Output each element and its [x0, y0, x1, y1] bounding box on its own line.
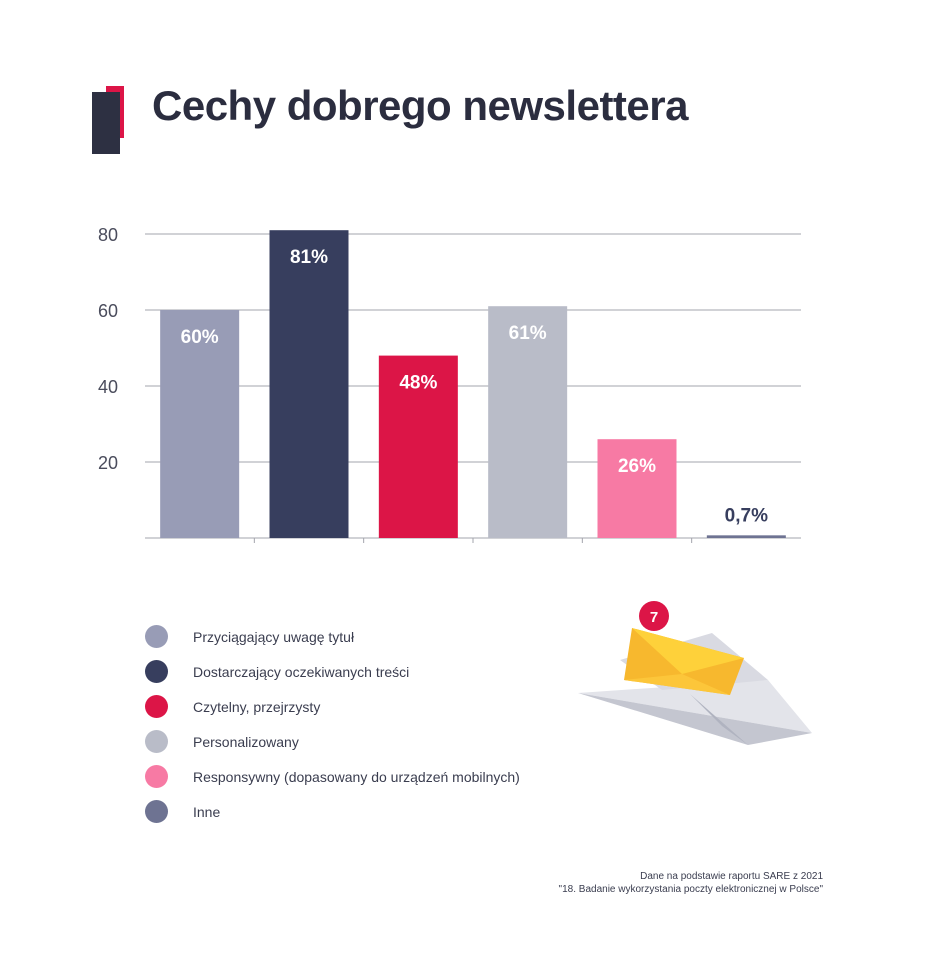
- legend-item: Dostarczający oczekiwanych treści: [145, 654, 520, 689]
- bar-value-label: 26%: [618, 456, 656, 477]
- bar: [706, 535, 786, 538]
- legend-item: Inne: [145, 794, 520, 829]
- bar-chart: 20 40 60 80 60% 81% 48% 61% 26% 0,7%: [98, 225, 801, 543]
- badge-count: 7: [650, 609, 658, 626]
- page-title: Cechy dobrego newslettera: [152, 82, 688, 129]
- legend-item: Czytelny, przejrzysty: [145, 689, 520, 724]
- legend-item: Personalizowany: [145, 724, 520, 759]
- legend-swatch: [145, 695, 168, 718]
- legend-item: Responsywny (dopasowany do urządzeń mobi…: [145, 759, 520, 794]
- source-note: Dane na podstawie raportu SARE z 2021 "1…: [559, 870, 823, 896]
- y-tick-label: 20: [98, 453, 118, 473]
- legend-label: Responsywny (dopasowany do urządzeń mobi…: [193, 768, 520, 785]
- bar-value-label: 61%: [509, 323, 547, 344]
- y-tick-label: 40: [98, 377, 118, 397]
- bar: [269, 230, 349, 538]
- legend-swatch: [145, 765, 168, 788]
- legend-label: Dostarczający oczekiwanych treści: [193, 663, 410, 680]
- bar: [378, 355, 458, 538]
- legend-label: Personalizowany: [193, 733, 299, 750]
- title-accent-icon: [92, 86, 132, 154]
- notification-badge: [639, 601, 669, 631]
- legend-label: Przyciągający uwagę tytuł: [193, 628, 355, 645]
- paper-plane-envelope-icon: 7: [578, 601, 812, 745]
- y-tick-label: 60: [98, 301, 118, 321]
- legend-swatch: [145, 660, 168, 683]
- legend-label: Czytelny, przejrzysty: [193, 698, 321, 715]
- y-tick-label: 80: [98, 225, 118, 245]
- bar-value-label: 81%: [290, 247, 328, 268]
- legend-swatch: [145, 800, 168, 823]
- source-line: Dane na podstawie raportu SARE z 2021: [640, 871, 823, 882]
- source-line: "18. Badanie wykorzystania poczty elektr…: [558, 884, 823, 895]
- legend-swatch: [145, 625, 168, 648]
- legend: Przyciągający uwagę tytuł Dostarczający …: [145, 619, 520, 829]
- bar-value-label: 60%: [181, 327, 219, 348]
- legend-swatch: [145, 730, 168, 753]
- legend-label: Inne: [193, 803, 221, 820]
- legend-item: Przyciągający uwagę tytuł: [145, 619, 520, 654]
- bar: [488, 306, 568, 538]
- bar: [597, 439, 677, 538]
- bar: [160, 310, 240, 538]
- bar-value-label: 0,7%: [725, 505, 768, 526]
- bar-value-label: 48%: [399, 373, 437, 394]
